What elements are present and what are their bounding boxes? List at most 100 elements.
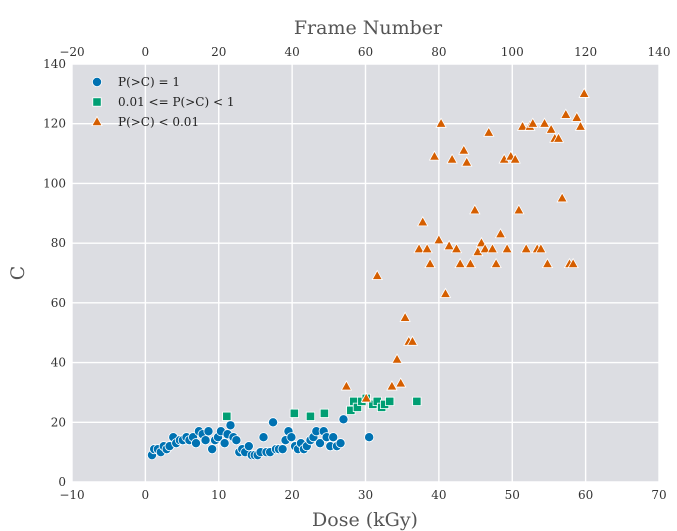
triangle-point (509, 153, 521, 164)
triangle-point (371, 269, 383, 280)
circle-point (268, 417, 279, 428)
legend-marker-square (92, 97, 102, 107)
legend-entry: P(>C) = 1 (118, 75, 180, 89)
x-tick-label: 60 (578, 488, 593, 502)
triangle-point (450, 242, 463, 254)
triangle-point (486, 242, 499, 254)
triangle-point (552, 132, 565, 143)
triangle-point (475, 236, 488, 248)
triangle-point (574, 120, 587, 131)
circle-point (338, 414, 349, 425)
triangle-point (501, 242, 513, 254)
square-point (305, 411, 316, 421)
circle-point (335, 438, 346, 449)
triangle-point (421, 242, 433, 254)
triangle-point (399, 311, 411, 322)
triangle-point (469, 204, 481, 215)
triangle-point (443, 239, 455, 251)
grid-lines (71, 63, 660, 483)
x-tick-label: 0 (142, 488, 150, 502)
y-tick-label: 120 (43, 117, 66, 131)
triangle-point (541, 257, 554, 269)
legend-marker-circle (92, 77, 103, 88)
triangle-point (458, 144, 470, 155)
top-x-tick-label: −20 (59, 45, 84, 59)
triangle-point (446, 153, 458, 164)
triangle-point (433, 233, 445, 245)
triangle-point (513, 204, 525, 215)
triangle-point (556, 192, 568, 203)
triangle-point (454, 257, 466, 269)
square-point (289, 408, 299, 418)
triangle-point (494, 227, 507, 239)
triangle-point (424, 257, 436, 269)
x-tick-label: 20 (284, 488, 299, 502)
triangle-point (391, 353, 403, 364)
triangle-point (535, 242, 547, 254)
triangle-point (360, 392, 372, 403)
triangle-point (417, 216, 429, 227)
square-point (385, 396, 395, 406)
square-point (319, 408, 330, 418)
circle-point (277, 444, 288, 455)
triangle-point (571, 111, 583, 122)
legend: P(>C) = 1 0.01 <= P(>C) < 1 P(>C) < 0.01 (91, 75, 234, 129)
triangle-point (435, 117, 447, 128)
circle-point (286, 432, 297, 443)
circle-point (258, 432, 269, 443)
y-tick-label: 80 (51, 236, 66, 250)
x-tick-label: 40 (431, 488, 446, 502)
series-triangle (340, 87, 590, 403)
circle-point (243, 441, 254, 452)
legend-marker-triangle (91, 115, 103, 126)
y-tick-label: 60 (51, 296, 66, 310)
triangle-point (406, 335, 419, 346)
top-x-tick-label: 0 (142, 45, 150, 59)
square-point (412, 396, 422, 406)
triangle-point (428, 150, 441, 161)
circle-point (203, 426, 214, 437)
x-axis-title: Dose (kGy) (312, 509, 418, 531)
top-x-tick-label: 40 (284, 45, 299, 59)
circle-point (364, 432, 375, 443)
triangle-point (527, 117, 539, 128)
triangle-point (413, 242, 425, 254)
triangle-point (461, 156, 473, 167)
y-tick-label: 140 (43, 57, 66, 71)
y-tick-label: 40 (51, 356, 66, 370)
triangle-point (545, 123, 557, 134)
legend-entry: 0.01 <= P(>C) < 1 (118, 95, 234, 109)
data-points (146, 87, 590, 461)
top-x-tick-label: 120 (574, 45, 597, 59)
triangle-point (464, 257, 477, 269)
circle-point (219, 438, 230, 449)
triangle-point (340, 380, 353, 391)
triangle-point (520, 242, 532, 254)
x-tick-label: −10 (59, 488, 84, 502)
triangle-point (395, 377, 407, 388)
y-tick-label: 100 (43, 176, 66, 190)
top-x-tick-label: 20 (211, 45, 226, 59)
circle-point (315, 438, 326, 449)
circle-point (328, 432, 339, 443)
series-circle (146, 414, 375, 461)
y-tick-label: 20 (51, 415, 66, 429)
top-x-axis-title: Frame Number (294, 17, 443, 39)
y-axis-title: C (7, 266, 29, 281)
triangle-point (490, 257, 502, 269)
triangle-point (560, 108, 572, 119)
triangle-point (578, 87, 590, 98)
top-x-tick-label: 100 (501, 45, 524, 59)
triangle-point (483, 126, 495, 137)
x-tick-label: 10 (211, 488, 226, 502)
top-x-tick-label: 80 (431, 45, 446, 59)
triangle-point (479, 242, 491, 254)
x-tick-label: 30 (358, 488, 373, 502)
triangle-point (386, 380, 398, 391)
circle-point (207, 444, 218, 455)
x-tick-label: 70 (651, 488, 666, 502)
top-x-tick-label: 140 (648, 45, 671, 59)
triangle-point (567, 257, 579, 269)
triangle-point (472, 245, 484, 257)
